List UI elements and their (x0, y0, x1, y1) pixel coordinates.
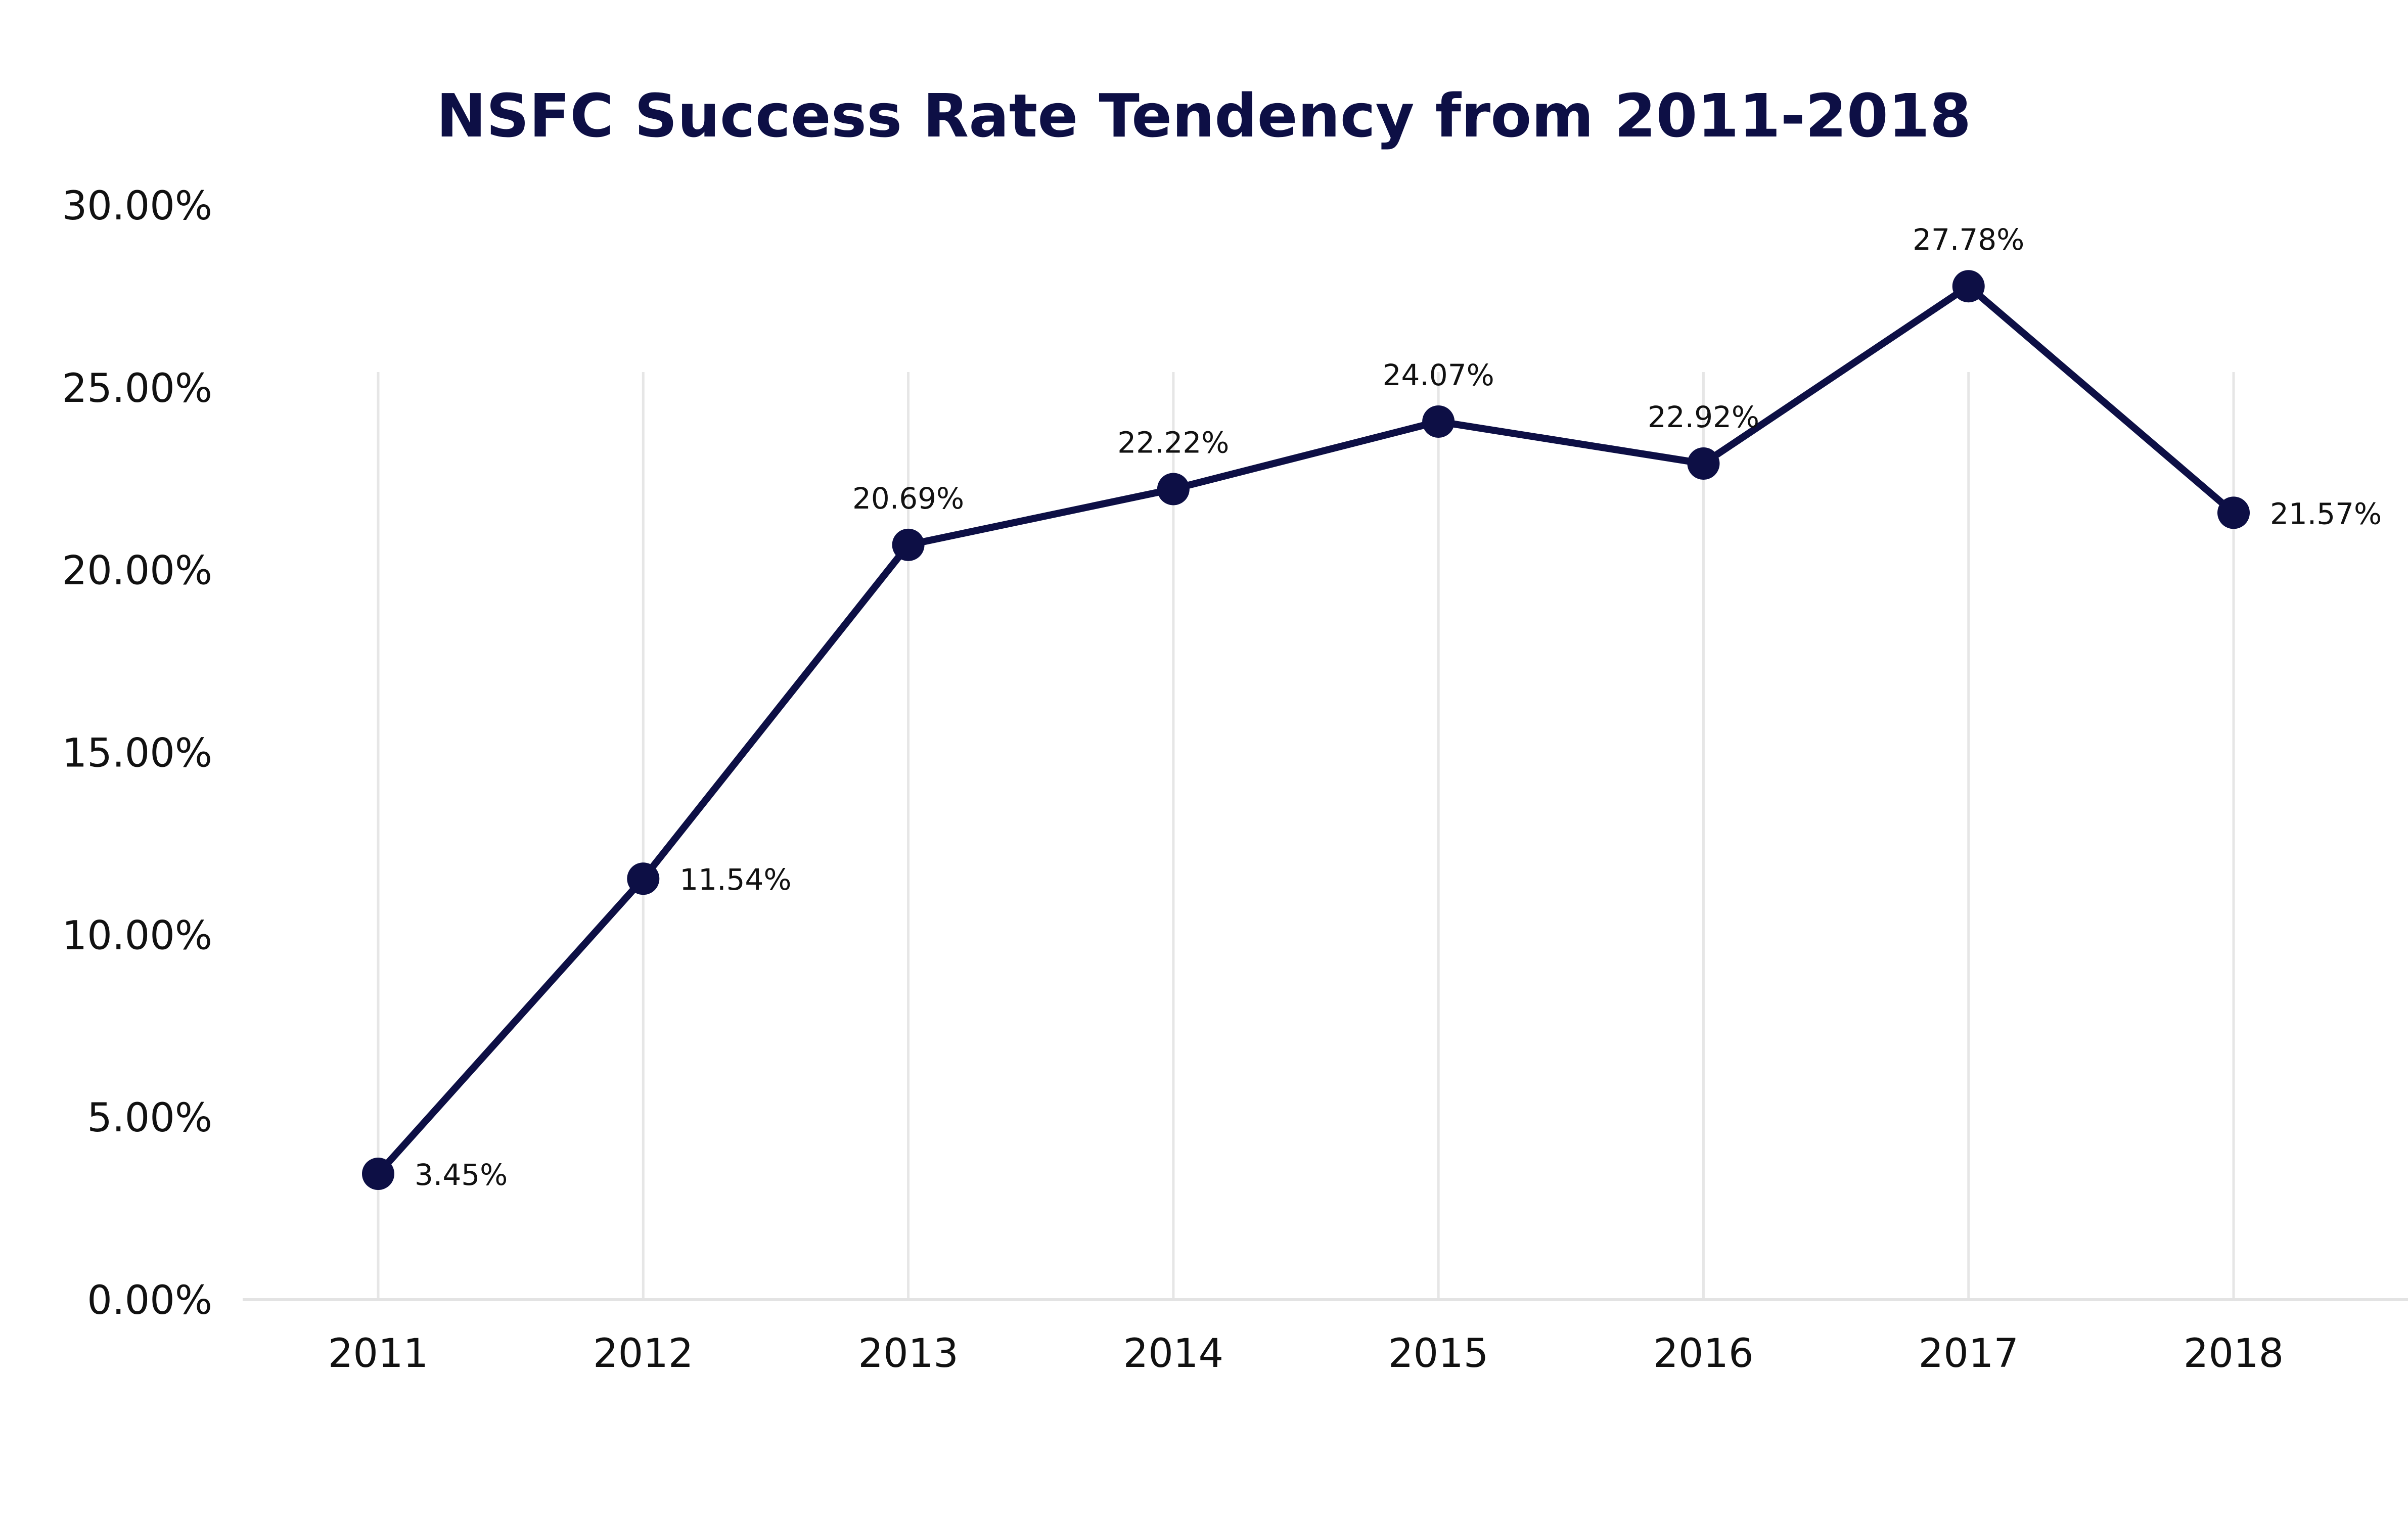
data-label: 22.92% (1648, 400, 1759, 434)
x-tick-label: 2011 (328, 1331, 429, 1377)
data-point-2013 (892, 528, 925, 561)
data-point-2011 (362, 1158, 394, 1190)
y-tick-label: 5.00% (87, 1095, 212, 1141)
x-tick-label: 2016 (1653, 1331, 1754, 1377)
y-tick-label: 10.00% (62, 913, 212, 958)
x-tick-label: 2014 (1123, 1331, 1224, 1377)
y-tick-label: 20.00% (62, 548, 212, 594)
data-label: 20.69% (852, 481, 964, 516)
y-tick-label: 25.00% (62, 366, 212, 411)
series-line (375, 283, 2237, 1177)
data-point-2015 (1422, 405, 1455, 438)
data-markers (362, 270, 2250, 1190)
y-tick-label: 15.00% (62, 731, 212, 776)
y-axis-ticks: 0.00% 5.00% 10.00% 15.00% 20.00% 25.00% 30.00% (62, 183, 212, 1323)
data-point-2016 (1687, 447, 1720, 480)
data-label: 24.07% (1383, 358, 1494, 392)
data-point-2012 (627, 862, 660, 895)
data-label: 22.22% (1117, 425, 1229, 460)
x-tick-label: 2017 (1918, 1331, 2019, 1377)
x-tick-label: 2018 (2184, 1331, 2284, 1377)
x-tick-label: 2012 (593, 1331, 694, 1377)
chart-title: NSFC Success Rate Tendency from 2011-201… (436, 81, 1971, 151)
data-point-2018 (2217, 496, 2250, 529)
data-label: 3.45% (415, 1158, 508, 1192)
x-tick-label: 2013 (858, 1331, 959, 1377)
data-label: 11.54% (679, 862, 791, 897)
y-tick-label: 0.00% (87, 1278, 212, 1323)
data-labels: 3.45% 11.54% 20.69% 22.22% 24.07% 22.92% 27.78… (415, 222, 2382, 1192)
y-tick-label: 30.00% (62, 183, 212, 229)
x-axis-ticks: 2011 2012 2013 2014 2015 2016 2017 2018 (328, 1331, 2284, 1377)
x-tick-label: 2015 (1388, 1331, 1489, 1377)
gridlines (377, 372, 2235, 1300)
data-point-2017 (1952, 270, 1985, 303)
data-point-2014 (1157, 473, 1190, 506)
data-label: 21.57% (2270, 496, 2382, 531)
data-label: 27.78% (1913, 222, 2024, 257)
